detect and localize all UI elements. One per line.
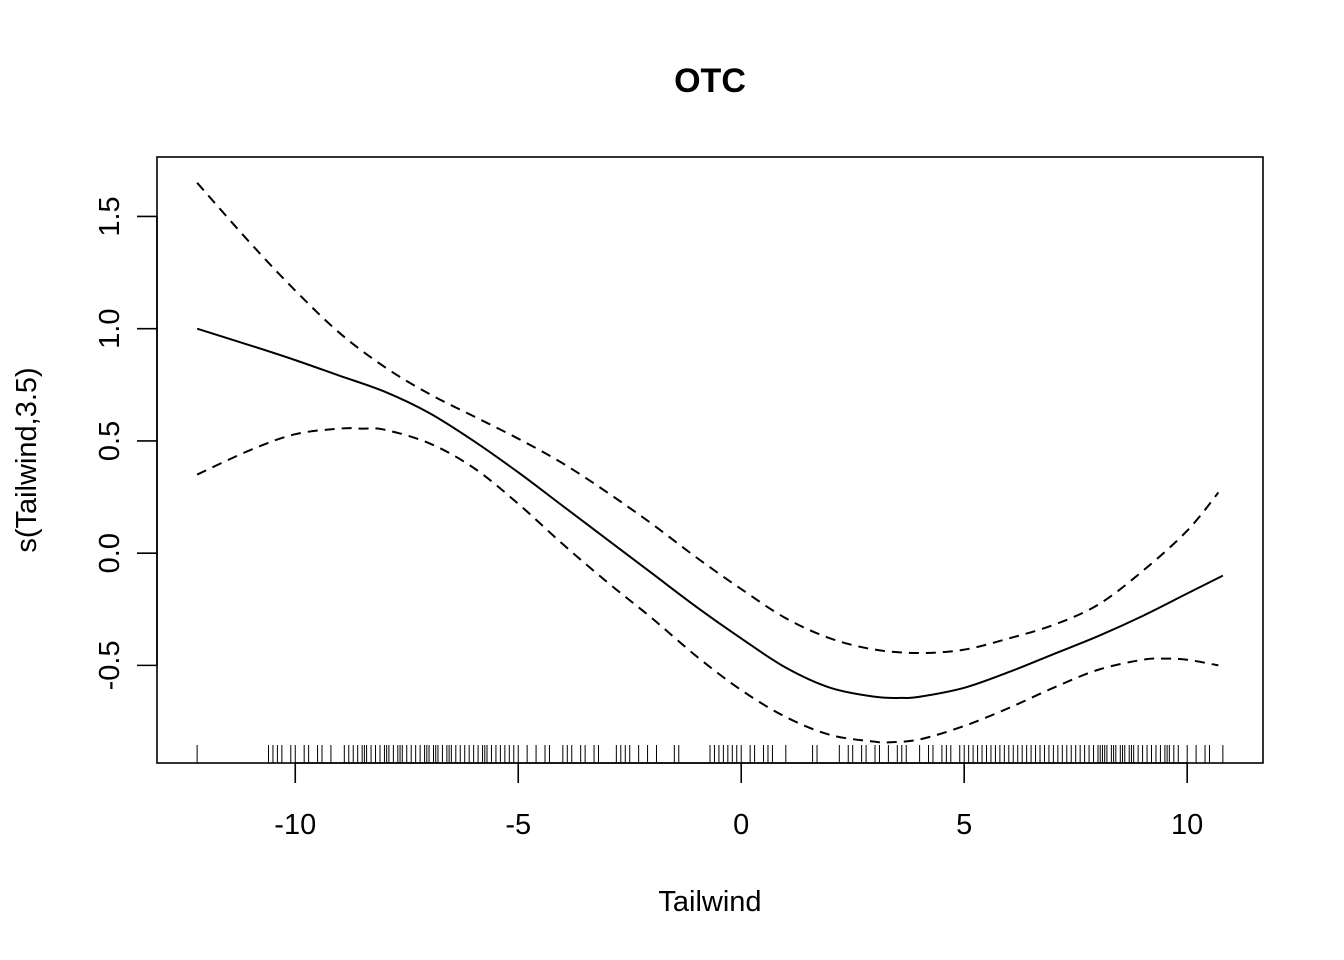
smooth-estimate-line xyxy=(196,327,1224,699)
y-tick-label: 1.5 xyxy=(94,196,126,236)
y-axis-label: s(Tailwind,3.5) xyxy=(11,367,43,552)
y-tick-label: 0.0 xyxy=(94,533,126,573)
y-axis: -0.5 0.0 0.5 1.0 1.5 xyxy=(94,196,158,690)
x-tick-label: 5 xyxy=(956,809,972,841)
x-tick-label: -5 xyxy=(505,809,531,841)
x-tick-label: 10 xyxy=(1171,809,1203,841)
upper-confidence-band xyxy=(196,182,1220,655)
y-tick-label: 0.5 xyxy=(94,421,126,461)
chart-title: OTC xyxy=(674,62,746,100)
plot-frame xyxy=(156,156,1264,764)
x-axis-label: Tailwind xyxy=(658,886,761,918)
y-tick-label: 1.0 xyxy=(94,309,126,349)
x-tick-label: -10 xyxy=(274,809,316,841)
rug-plot xyxy=(196,745,1224,763)
series-group xyxy=(196,182,1224,744)
lower-confidence-band xyxy=(196,427,1219,744)
x-tick-label: 0 xyxy=(733,809,749,841)
x-axis: -10 -5 0 5 10 xyxy=(274,762,1203,841)
y-tick-label: -0.5 xyxy=(94,640,126,690)
